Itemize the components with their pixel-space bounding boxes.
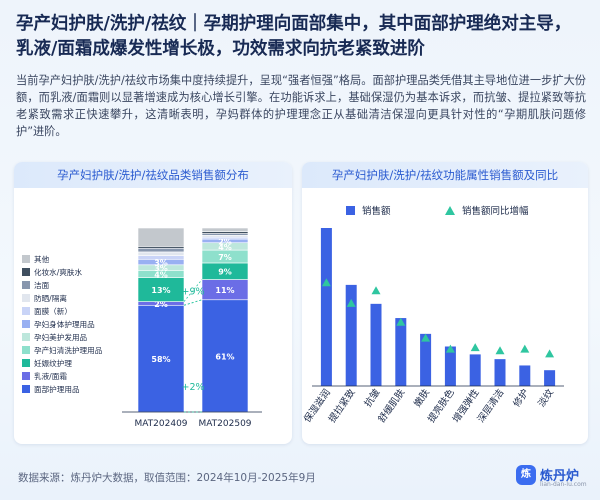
x-tick-label: 嫩肤: [411, 386, 432, 409]
brand-logo: 炼 炼丹炉 lian-dan-lu.com: [516, 462, 588, 490]
legend-label: 孕产妇清洗护理用品: [34, 345, 103, 355]
connector-line: [183, 279, 203, 302]
sales-bar: [345, 284, 357, 386]
legend-swatch: [22, 385, 30, 393]
growth-marker: [396, 317, 406, 326]
sales-bar: [469, 354, 481, 386]
brand-logo-text: 炼丹炉: [540, 469, 580, 484]
sales-bar: [494, 359, 506, 386]
category-distribution-panel: 孕产妇护肤/洗护/祛纹品类销售额分布 58% 2% 13% 4% 3% 3% MAT2024…: [14, 162, 292, 444]
page-title: 孕产妇护肤/洗护/祛纹｜孕期护理向面部集中，其中面部护理绝对主导，乳液/面霜成爆…: [16, 14, 572, 59]
legend-label: 其他: [34, 254, 50, 264]
category-stacked-bar-chart: 58%2%13%4%3%3%MAT20240961%11%9%7%4%2%MAT…: [22, 227, 262, 429]
legend-label: 销售额: [362, 205, 391, 217]
growth-annotation: +2%: [181, 382, 204, 393]
legend-swatch: [22, 346, 30, 354]
growth-marker: [421, 333, 431, 342]
legend-label: 防晒/隔离: [34, 293, 67, 303]
sales-bar: [544, 370, 556, 386]
bar-data-label: 3%: [154, 264, 168, 273]
growth-marker: [470, 343, 480, 352]
legend-swatch: [22, 255, 30, 263]
legend-label: 乳液/面霜: [34, 371, 67, 381]
function-chart-title: 孕产妇护肤/洗护/祛纹功能属性销售额及同比: [302, 162, 588, 188]
bar-segment: [137, 247, 185, 253]
brand-badge-icon: 炼: [516, 465, 536, 485]
summary-paragraph: 当前孕产妇护肤/洗护/祛纹市场集中度持续提升，呈现“强者恒强”格局。面部护理品类…: [16, 74, 586, 138]
sales-bar: [320, 228, 332, 386]
growth-marker: [445, 344, 455, 353]
growth-marker: [495, 346, 505, 355]
bar-data-label: 7%: [218, 253, 232, 262]
brand-logo-sub: lian-dan-lu.com: [540, 481, 587, 488]
bar-data-label: 11%: [215, 286, 234, 295]
bar-segment: [137, 227, 185, 247]
bar-segment: [137, 251, 185, 256]
legend-label: 洁面: [34, 280, 50, 290]
legend-swatch: [346, 206, 355, 215]
bar-segment: [137, 304, 185, 413]
sales-bar: [444, 346, 456, 386]
bar-data-label: 2%: [154, 300, 168, 309]
growth-marker: [346, 298, 356, 307]
bar-data-label: 4%: [218, 243, 232, 252]
legend-label: 孕妇身体护理用品: [34, 319, 95, 329]
legend-swatch: [22, 359, 30, 367]
legend-swatch: [22, 333, 30, 341]
legend-swatch: [22, 281, 30, 289]
growth-marker: [520, 344, 530, 353]
legend-label: 销售额同比增幅: [462, 205, 529, 217]
legend-swatch: [22, 320, 30, 328]
growth-marker: [371, 286, 381, 295]
legend-label: 面膜（新）: [34, 306, 72, 316]
legend-label: 面部护理用品: [34, 384, 80, 394]
bar-data-label: 4%: [154, 271, 168, 280]
bar-segment: [201, 227, 249, 232]
bar-segment: [137, 255, 185, 260]
bar-data-label: 9%: [218, 268, 232, 277]
growth-annotation: +9%: [181, 287, 204, 298]
x-tick-label: MAT202509: [198, 419, 251, 429]
legend-swatch: [22, 372, 30, 380]
legend-marker-icon: [445, 206, 455, 215]
growth-marker: [321, 278, 331, 287]
bar-segment: [201, 299, 249, 413]
growth-marker: [545, 349, 555, 358]
category-chart-title: 孕产妇护肤/洗护/祛纹品类销售额分布: [14, 162, 292, 188]
legend-label: 孕妇美护发用品: [34, 332, 88, 342]
x-tick-label: 淡纹: [535, 386, 556, 409]
sales-bar: [370, 303, 382, 386]
bar-data-label: 3%: [154, 259, 168, 268]
function-attribute-panel: 孕产妇护肤/洗护/祛纹功能属性销售额及同比 销售额 销售额同比增幅 保湿滋润 提拉紧致…: [302, 162, 588, 444]
bar-data-label: 61%: [215, 352, 234, 361]
x-tick-label: MAT202409: [134, 419, 187, 429]
legend-label: 妊娠纹护理: [34, 358, 72, 368]
legend-swatch: [22, 307, 30, 315]
data-source-note: 数据来源：炼丹炉大数据，取值范围：2024年10月-2025年9月: [18, 472, 316, 484]
x-tick-label: 修护: [511, 387, 532, 409]
sales-bar: [519, 365, 531, 386]
bar-data-label: 58%: [151, 355, 170, 364]
legend-label: 化妆水/爽肤水: [34, 267, 83, 277]
connector-line: [183, 299, 203, 306]
x-tick-label: 舒缓肌肤: [376, 386, 408, 424]
sales-bar: [420, 333, 432, 386]
sales-bar: [395, 318, 407, 386]
x-tick-label: 抗皱: [362, 386, 383, 409]
legend-swatch: [22, 294, 30, 302]
bar-data-label: 13%: [151, 286, 170, 295]
x-tick-label: 提拉紧致: [326, 386, 358, 424]
legend-swatch: [22, 268, 30, 276]
bar-data-label: 2%: [218, 237, 232, 246]
